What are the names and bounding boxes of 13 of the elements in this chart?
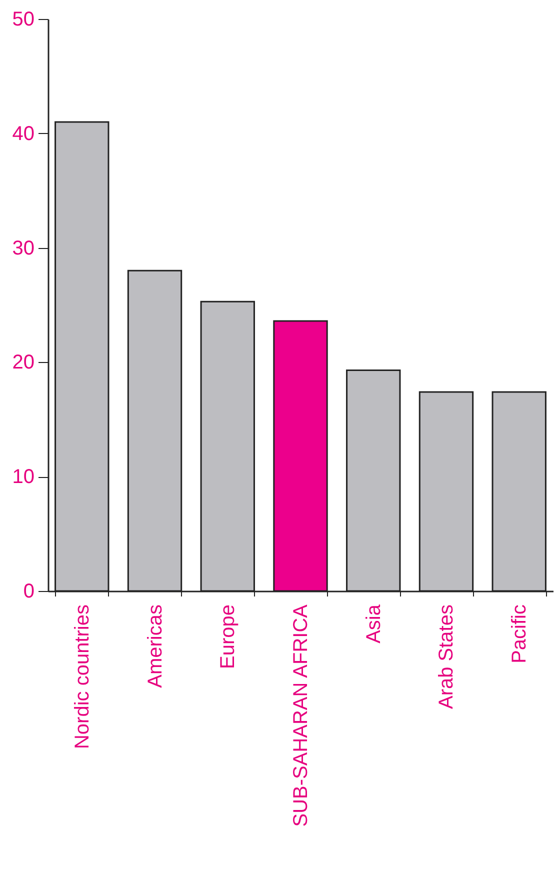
y-tick-label: 30 xyxy=(12,237,34,260)
y-tick-label: 0 xyxy=(23,580,34,602)
y-tick-label: 10 xyxy=(12,466,34,488)
y-tick-label: 20 xyxy=(12,352,34,374)
x-tick-label: Americas xyxy=(144,604,166,688)
x-tick-label: Asia xyxy=(362,604,385,644)
y-tick-label: 40 xyxy=(12,122,34,145)
x-tick-label: Nordic countries xyxy=(71,604,94,750)
x-tick-label: Pacific xyxy=(508,604,531,664)
x-tick-label: Europe xyxy=(217,604,240,669)
y-tick-label: 50 xyxy=(12,8,34,30)
x-tick-label: Arab States xyxy=(436,604,458,710)
x-tick-label: SUB-SAHARAN AFRICA xyxy=(290,604,312,827)
